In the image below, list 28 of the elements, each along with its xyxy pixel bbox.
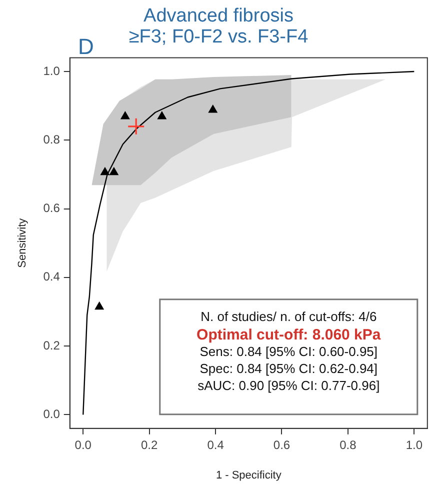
point bbox=[158, 111, 166, 120]
y-tick-label: 1.0 bbox=[43, 64, 60, 78]
x-tick-label: 0.4 bbox=[207, 438, 224, 452]
x-tick-label: 0.6 bbox=[273, 438, 290, 452]
point bbox=[100, 167, 110, 176]
y-tick-label: 0.0 bbox=[43, 406, 60, 421]
point bbox=[94, 302, 104, 310]
y-tick-label: 0.2 bbox=[43, 338, 60, 352]
chart-title: Advanced fibrosis ≥F3; F0-F2 vs. F3-F4 bbox=[128, 6, 309, 48]
annotation: D bbox=[78, 34, 94, 59]
x-tick-label: 1.0 bbox=[406, 438, 423, 452]
x-axis-title: 1 - Specificity bbox=[216, 469, 282, 482]
annotation: Optimal cut-off: 8.060 kPa bbox=[196, 326, 382, 344]
y-tick-label: 0.4 bbox=[43, 270, 60, 284]
x-tick-label: 0.0 bbox=[74, 438, 92, 452]
annotation: N. of studies/ n. of cut-offs: 4/6 bbox=[200, 308, 377, 324]
annotation: sAUC: 0.90 [95% CI: 0.77-0.96] bbox=[198, 378, 380, 393]
x-tick-label: 0.8 bbox=[340, 438, 357, 452]
point bbox=[208, 104, 218, 113]
annotation: Spec: 0.84 [95% CI: 0.62-0.94] bbox=[200, 360, 378, 376]
y-axis-title: Sensitivity bbox=[16, 218, 29, 268]
x-tick-label: 0.2 bbox=[140, 438, 158, 452]
point bbox=[120, 111, 130, 120]
annotation: Sens: 0.84 [95% CI: 0.60-0.95] bbox=[200, 344, 378, 359]
y-tick-label: 0.8 bbox=[43, 132, 60, 146]
point bbox=[127, 118, 145, 136]
y-tick-label: 0.6 bbox=[43, 201, 60, 216]
point bbox=[110, 167, 118, 176]
